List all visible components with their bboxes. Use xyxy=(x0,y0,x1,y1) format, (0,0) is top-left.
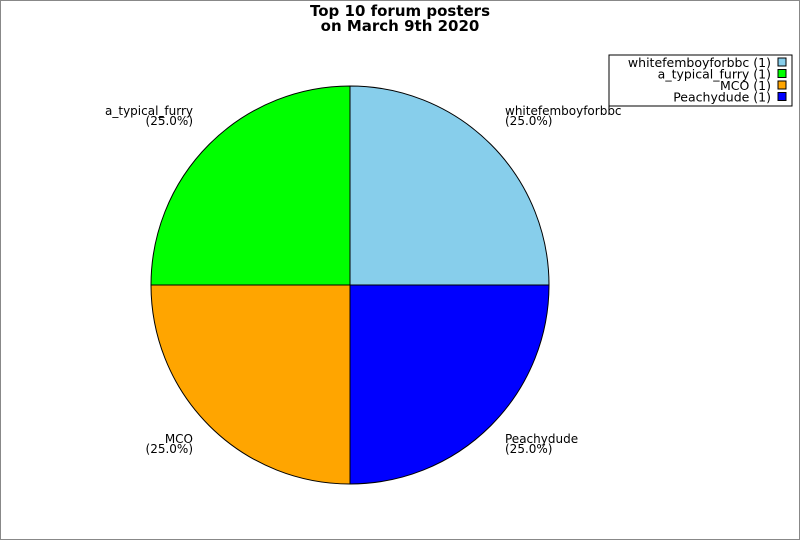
slice-percent: (25.0%) xyxy=(146,442,193,456)
legend-entry: whitefemboyforbbc (1) xyxy=(628,55,771,70)
chart-title-line-1: Top 10 forum posters xyxy=(310,2,490,20)
legend-swatch xyxy=(777,80,787,90)
slice-label: whitefemboyforbbc xyxy=(505,104,622,118)
legend: whitefemboyforbbc (1)a_typical_furry (1)… xyxy=(608,54,793,107)
slice-percent: (25.0%) xyxy=(505,442,552,456)
pie-slice-1 xyxy=(349,284,550,485)
legend-swatch xyxy=(777,92,787,101)
legend-swatch xyxy=(777,69,787,78)
slice-percent: (25.0%) xyxy=(505,114,552,128)
legend-entry: MCO (1) xyxy=(720,78,771,93)
slice-label: MCO xyxy=(165,432,193,446)
slice-label: Peachydude xyxy=(505,432,578,446)
chart-title-line-2: on March 9th 2020 xyxy=(321,17,480,35)
pie-slice-3 xyxy=(150,85,351,286)
legend-entry: Peachydude (1) xyxy=(673,90,771,105)
legend-entry: a_typical_furry (1) xyxy=(658,67,771,82)
slice-percent: (25.0%) xyxy=(146,114,193,128)
pie-slice-2 xyxy=(150,284,351,485)
pie-slice-0 xyxy=(349,85,550,286)
legend-swatch xyxy=(777,57,787,67)
slice-label: a_typical_furry xyxy=(105,104,193,118)
